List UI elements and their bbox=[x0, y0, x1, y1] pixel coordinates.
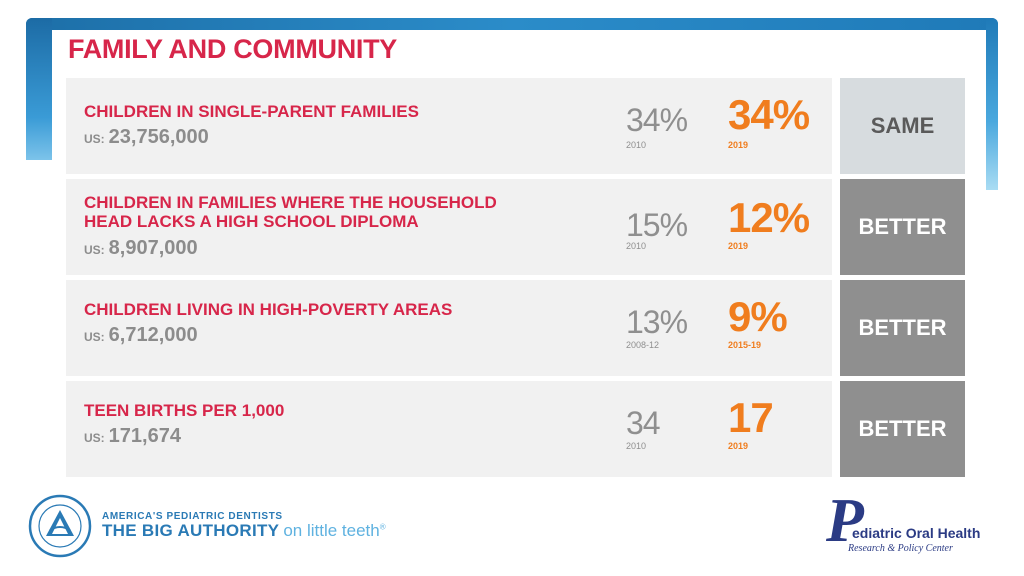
us-prefix: US: bbox=[84, 243, 105, 257]
aapd-tagline-strong: THE BIG AUTHORITY bbox=[102, 521, 280, 540]
trademark-mark: ® bbox=[379, 522, 386, 532]
current-value: 12% bbox=[728, 194, 810, 241]
page-title: FAMILY AND COMMUNITY bbox=[68, 34, 398, 64]
us-total: US: 8,907,000 bbox=[84, 237, 198, 260]
current-year: 2019 bbox=[728, 241, 749, 251]
status-badge-better: BETTER bbox=[840, 179, 965, 275]
aapd-tagline-soft: on little teeth bbox=[283, 521, 380, 540]
indicator-row-no-diploma: CHILDREN IN FAMILIES WHERE THE HOUSEHOLD… bbox=[66, 179, 832, 275]
frame-top-decoration bbox=[26, 18, 998, 32]
aapd-tagline-top: AMERICA'S PEDIATRIC DENTISTS bbox=[102, 511, 283, 522]
current-year: 2015-19 bbox=[728, 340, 762, 350]
current-value: 9% bbox=[728, 293, 788, 340]
current-value: 17 bbox=[728, 394, 774, 441]
us-prefix: US: bbox=[84, 431, 105, 445]
us-total: US: 171,674 bbox=[84, 425, 181, 448]
poh-logo-name: ediatric Oral Health bbox=[852, 525, 981, 541]
baseline-year: 2010 bbox=[626, 140, 647, 150]
status-badge-better: BETTER bbox=[840, 280, 965, 376]
poh-logo-subtitle: Research & Policy Center bbox=[848, 543, 953, 554]
current-year: 2019 bbox=[728, 441, 749, 451]
aapd-tagline: THE BIG AUTHORITY on little teeth® bbox=[102, 521, 386, 541]
us-total: US: 23,756,000 bbox=[84, 126, 209, 149]
us-value: 8,907,000 bbox=[108, 237, 198, 259]
us-value: 23,756,000 bbox=[108, 126, 209, 148]
baseline-year: 2010 bbox=[626, 441, 647, 451]
status-badge-same: SAME bbox=[840, 78, 965, 174]
baseline-year: 2008-12 bbox=[626, 340, 660, 350]
current-year: 2019 bbox=[728, 140, 749, 150]
aapd-seal-logo bbox=[28, 494, 92, 558]
us-total: US: 6,712,000 bbox=[84, 324, 198, 347]
indicator-row-teen-births: TEEN BIRTHS PER 1,000 US: 171,674 34 2010… bbox=[66, 381, 832, 477]
baseline-year: 2010 bbox=[626, 241, 647, 251]
baseline-value: 13% bbox=[626, 304, 688, 340]
us-prefix: US: bbox=[84, 132, 105, 146]
frame-right-decoration bbox=[986, 18, 998, 190]
us-prefix: US: bbox=[84, 330, 105, 344]
baseline-value: 15% bbox=[626, 207, 688, 243]
indicator-label: TEEN BIRTHS PER 1,000 bbox=[84, 401, 285, 420]
indicator-label: CHILDREN LIVING IN HIGH-POVERTY AREAS bbox=[84, 300, 453, 319]
current-value: 34% bbox=[728, 91, 810, 138]
status-badge-better: BETTER bbox=[840, 381, 965, 477]
indicator-label: CHILDREN IN FAMILIES WHERE THE HOUSEHOLD… bbox=[84, 193, 497, 231]
us-value: 171,674 bbox=[108, 425, 181, 447]
baseline-value: 34% bbox=[626, 102, 688, 138]
frame-left-decoration bbox=[26, 18, 52, 160]
indicator-row-high-poverty: CHILDREN LIVING IN HIGH-POVERTY AREAS US… bbox=[66, 280, 832, 376]
baseline-value: 34 bbox=[626, 405, 661, 441]
us-value: 6,712,000 bbox=[108, 324, 198, 346]
indicator-label: CHILDREN IN SINGLE-PARENT FAMILIES bbox=[84, 102, 419, 121]
poh-logo-initial: P bbox=[826, 487, 864, 555]
indicator-row-single-parent: CHILDREN IN SINGLE-PARENT FAMILIES US: 23… bbox=[66, 78, 832, 174]
